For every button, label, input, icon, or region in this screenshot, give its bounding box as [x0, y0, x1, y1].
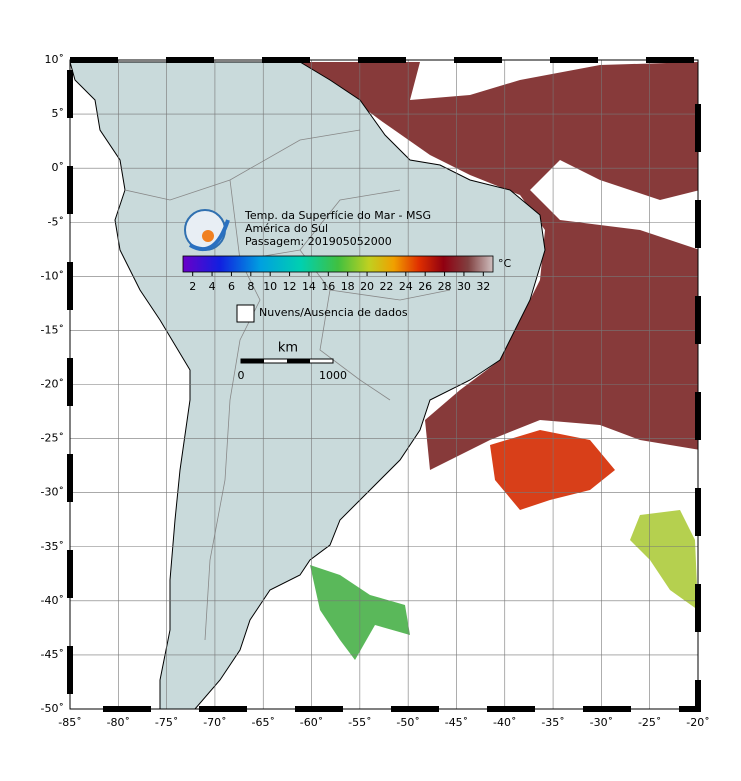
scale-label: 0 — [238, 369, 245, 382]
colorbar-tick-label: 14 — [302, 280, 316, 293]
inpe-logo — [184, 209, 230, 252]
colorbar-tick-label: 18 — [341, 280, 355, 293]
colorbar-tick-label: 24 — [399, 280, 413, 293]
map-body — [70, 60, 698, 709]
x-tick-label: -30˚ — [590, 716, 613, 729]
x-tick-label: -75˚ — [155, 716, 178, 729]
colorbar-tick-label: 8 — [247, 280, 254, 293]
colorbar-tick-label: 16 — [321, 280, 335, 293]
y-tick-label: 5˚ — [52, 107, 65, 120]
graticule — [70, 60, 698, 709]
colorbar-unit: °C — [498, 257, 512, 270]
colorbar — [182, 255, 494, 273]
y-tick-label: -25˚ — [41, 432, 64, 445]
y-tick-label: -50˚ — [41, 702, 64, 715]
y-tick-label: -45˚ — [41, 648, 64, 661]
x-tick-label: -50˚ — [396, 716, 419, 729]
x-tick-label: -80˚ — [107, 716, 130, 729]
y-tick-label: -10˚ — [41, 269, 64, 282]
x-tick-label: -70˚ — [203, 716, 226, 729]
borders — [124, 129, 451, 641]
y-tick-label: -20˚ — [41, 378, 64, 391]
colorbar-tick-label: 26 — [418, 280, 432, 293]
x-tick-label: -20˚ — [686, 716, 709, 729]
x-tick-label: -60˚ — [300, 716, 323, 729]
colorbar-tick-label: 4 — [209, 280, 216, 293]
sst-red — [490, 430, 615, 510]
colorbar-tick-label: 20 — [360, 280, 374, 293]
legend-label: Nuvens/Ausencia de dados — [259, 306, 408, 319]
colorbar-tick-label: 32 — [476, 280, 490, 293]
y-tick-label: -5˚ — [48, 215, 64, 228]
map-region: América do Sul — [245, 222, 328, 235]
x-tick-label: -40˚ — [493, 716, 516, 729]
frame-line — [69, 59, 699, 710]
colorbar-tick-label: 2 — [189, 280, 196, 293]
colorbar-tick-label: 10 — [263, 280, 277, 293]
x-tick-label: -85˚ — [58, 716, 81, 729]
colorbar-tick-label: 6 — [228, 280, 235, 293]
colorbar-tick-label: 12 — [283, 280, 297, 293]
scale-bar — [240, 358, 334, 364]
x-tick-label: -45˚ — [445, 716, 468, 729]
x-tick-label: -55˚ — [348, 716, 371, 729]
x-tick-label: -65˚ — [251, 716, 274, 729]
scale-unit: km — [278, 341, 298, 356]
map-pass: Passagem: 201905052000 — [245, 235, 392, 248]
map-title: Temp. da Superfície do Mar - MSG — [244, 209, 431, 222]
y-tick-label: -15˚ — [41, 323, 64, 336]
sst-warm — [300, 62, 698, 470]
y-tick-label: 0˚ — [52, 161, 65, 174]
y-tick-label: -30˚ — [41, 486, 64, 499]
x-tick-label: -35˚ — [541, 716, 564, 729]
colorbar-tick-label: 28 — [438, 280, 452, 293]
y-tick-label: 10˚ — [45, 53, 65, 66]
x-tick-label: -25˚ — [638, 716, 661, 729]
colorbar-tick-label: 22 — [379, 280, 393, 293]
y-tick-label: -40˚ — [41, 594, 64, 607]
y-tick-label: -35˚ — [41, 540, 64, 553]
colorbar-tick-label: 30 — [457, 280, 471, 293]
sst-yellow — [630, 510, 698, 610]
scale-label: 1000 — [319, 369, 347, 382]
legend-swatch — [236, 304, 255, 323]
